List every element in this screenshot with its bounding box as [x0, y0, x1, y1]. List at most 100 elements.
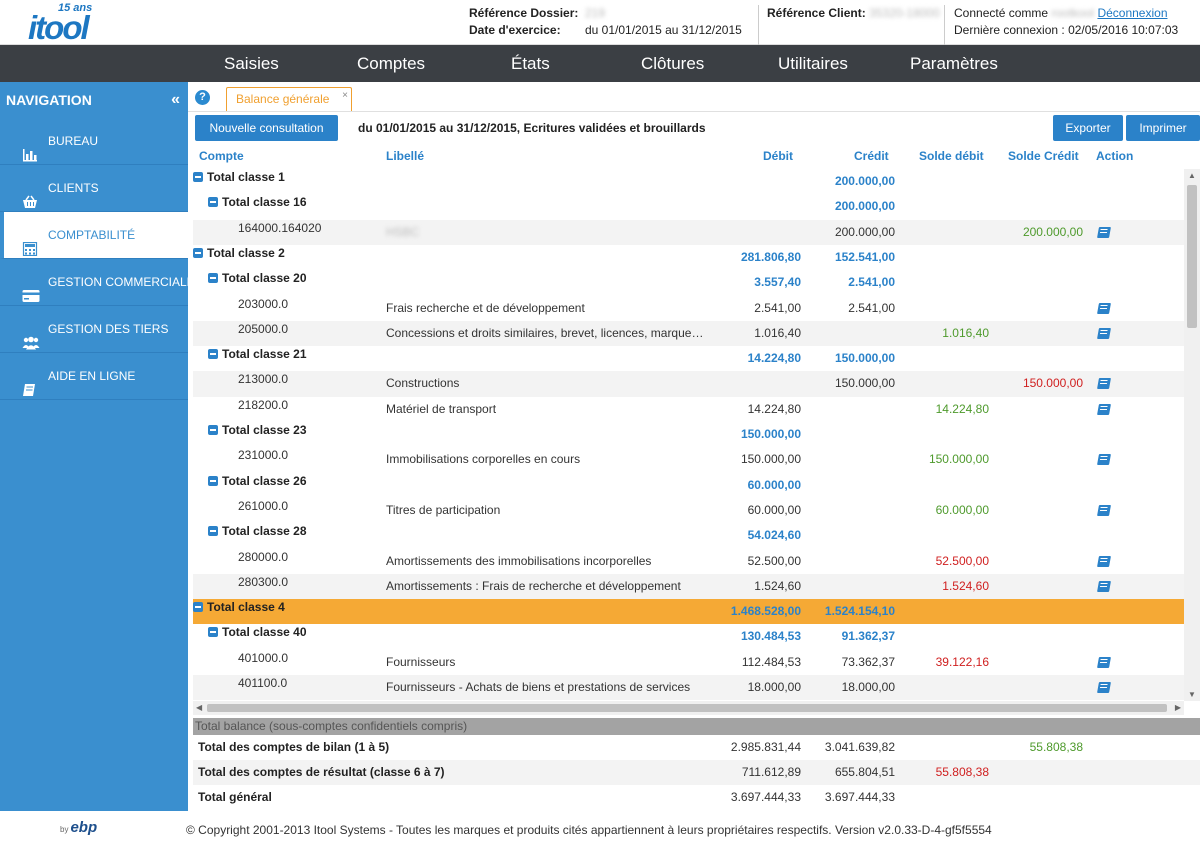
- collapse-minus-icon[interactable]: [193, 602, 203, 613]
- column-header-credit[interactable]: Crédit: [854, 149, 889, 163]
- table-row[interactable]: 280300.0 Amortissements : Frais de recher…: [193, 573, 1184, 600]
- table-row[interactable]: Total classe 28 54.024,60: [193, 523, 1184, 548]
- collapse-minus-icon[interactable]: [208, 349, 218, 360]
- table-row[interactable]: Total classe 26 60.000,00: [193, 473, 1184, 498]
- table-row[interactable]: Total classe 21 14.224,80 150.000,00: [193, 346, 1184, 371]
- collapse-minus-icon[interactable]: [208, 425, 218, 435]
- cell-compte: Total classe 2: [193, 241, 285, 266]
- sidebar-item-label: GESTION COMMERCIALE: [48, 275, 195, 289]
- column-header-debit[interactable]: Débit: [763, 149, 793, 163]
- scroll-up-icon[interactable]: ▲: [1188, 171, 1196, 180]
- cell-credit: 73.362,37: [841, 654, 895, 669]
- sidebar-item-gestion-des-tiers[interactable]: GESTION DES TIERS: [0, 306, 188, 353]
- table-row[interactable]: Total classe 16 200.000,00: [193, 194, 1184, 219]
- cell-credit: 200.000,00: [834, 224, 895, 239]
- scroll-right-icon[interactable]: ▶: [1174, 703, 1181, 712]
- compte-text: Total classe 1: [207, 170, 285, 184]
- vertical-scroll-thumb[interactable]: [1187, 185, 1197, 328]
- table-row[interactable]: 280000.0 Amortissements des immobilisatio…: [193, 549, 1184, 574]
- tab-balance-generale[interactable]: Balance générale ×: [226, 87, 352, 111]
- new-query-button[interactable]: Nouvelle consultation: [195, 115, 338, 141]
- column-header-compte[interactable]: Compte: [199, 149, 244, 163]
- nav-etats[interactable]: États: [511, 54, 550, 73]
- compte-text: Total classe 16: [222, 195, 307, 210]
- cell-sc: [971, 397, 1083, 422]
- help-icon[interactable]: ?: [195, 90, 210, 105]
- print-button[interactable]: Imprimer: [1126, 115, 1200, 141]
- book-action-icon[interactable]: [1097, 403, 1111, 415]
- total-debit: 711.612,89: [741, 765, 801, 779]
- close-icon[interactable]: ×: [342, 90, 348, 101]
- nav-comptes[interactable]: Comptes: [357, 54, 426, 73]
- cell-libelle: [386, 346, 716, 371]
- export-button[interactable]: Exporter: [1053, 115, 1123, 141]
- sidebar-item-comptabilite[interactable]: COMPTABILITÉ: [0, 212, 188, 259]
- scroll-down-icon[interactable]: ▼: [1188, 690, 1196, 699]
- book-action-icon[interactable]: [1097, 327, 1111, 339]
- sidebar-item-gestion-commerciale[interactable]: GESTION COMMERCIALE: [0, 259, 195, 306]
- collapse-minus-icon[interactable]: [208, 273, 218, 284]
- table-row[interactable]: Total classe 40 130.484,53 91.362,37: [193, 624, 1184, 649]
- horizontal-scroll-thumb[interactable]: [207, 704, 1167, 712]
- cell-credit: 2.541,00: [848, 300, 895, 315]
- cell-libelle: [386, 270, 716, 295]
- collapse-icon[interactable]: «: [171, 91, 180, 108]
- nav-saisies[interactable]: Saisies: [224, 54, 279, 73]
- nav-clotures[interactable]: Clôtures: [641, 54, 705, 73]
- cell-credit: 2.541,00: [848, 275, 895, 290]
- nav-parametres[interactable]: Paramètres: [910, 54, 998, 73]
- horizontal-scrollbar[interactable]: ◀ ▶: [193, 701, 1184, 715]
- collapse-minus-icon[interactable]: [208, 197, 218, 208]
- cell-sc: [971, 549, 1083, 574]
- book-action-icon[interactable]: [1097, 656, 1111, 668]
- table-row[interactable]: 401000.0 Fournisseurs 112.484,53 73.362,37 3…: [193, 650, 1184, 675]
- cell-debit: 1.524,60: [754, 578, 801, 593]
- cell-libelle: Amortissements : Frais de recherche et d…: [386, 578, 681, 593]
- book-action-icon[interactable]: [1097, 302, 1111, 314]
- table-row[interactable]: 401100.0 Fournisseurs - Achats de biens e…: [193, 675, 1184, 701]
- column-header-solde-debit[interactable]: Solde débit: [919, 149, 984, 163]
- logout-link[interactable]: Déconnexion: [1097, 6, 1168, 20]
- table-row[interactable]: 261000.0 Titres de participation 60.000,00…: [193, 498, 1184, 523]
- cell-compte: 218200.0: [238, 393, 288, 418]
- book-action-icon[interactable]: [1097, 378, 1111, 390]
- table-row[interactable]: 203000.0 Frais recherche et de développem…: [193, 296, 1184, 321]
- table-row[interactable]: Total classe 23 150.000,00: [193, 422, 1184, 447]
- table-row[interactable]: Total classe 2 281.806,80 152.541,00: [193, 245, 1184, 270]
- sidebar-item-aide-en-ligne[interactable]: AIDE EN LIGNE: [0, 353, 188, 400]
- table-row[interactable]: 218200.0 Matériel de transport 14.224,80 14…: [193, 397, 1184, 422]
- collapse-minus-icon[interactable]: [193, 247, 203, 258]
- collapse-minus-icon[interactable]: [208, 526, 218, 537]
- scroll-left-icon[interactable]: ◀: [196, 703, 203, 712]
- book-action-icon[interactable]: [1097, 580, 1111, 592]
- column-header-solde-credit[interactable]: Solde Crédit: [1008, 149, 1079, 163]
- itool-logo[interactable]: 15 ans itool: [28, 2, 108, 45]
- table-row[interactable]: 213000.0 Constructions 150.000,00 150.000,0…: [193, 371, 1184, 397]
- collapse-minus-icon[interactable]: [193, 172, 203, 182]
- table-row[interactable]: Total classe 20 3.557,40 2.541,00: [193, 270, 1184, 295]
- book-action-icon[interactable]: [1097, 226, 1111, 238]
- book-action-icon[interactable]: [1097, 504, 1111, 516]
- sidebar-item-clients[interactable]: CLIENTS: [0, 165, 188, 212]
- table-row[interactable]: Total classe 1 200.000,00: [193, 169, 1184, 194]
- collapse-minus-icon[interactable]: [208, 627, 218, 638]
- book-action-icon[interactable]: [1097, 555, 1111, 567]
- top-navigation: Saisies Comptes États Clôtures Utilitair…: [0, 45, 1200, 82]
- table-row[interactable]: 205000.0 Concessions et droits similaires…: [193, 320, 1184, 347]
- table-row[interactable]: 231000.0 Immobilisations corporelles en c…: [193, 447, 1184, 472]
- vertical-scrollbar[interactable]: ▲ ▼: [1184, 169, 1200, 701]
- nav-utilitaires[interactable]: Utilitaires: [778, 54, 848, 73]
- book-action-icon[interactable]: [1097, 454, 1111, 466]
- sidebar-item-bureau[interactable]: BUREAU: [0, 118, 188, 165]
- collapse-minus-icon[interactable]: [208, 475, 218, 486]
- column-header-libelle[interactable]: Libellé: [386, 149, 425, 163]
- basket-icon: [22, 182, 40, 208]
- credit-card-icon: [22, 276, 40, 302]
- table-row[interactable]: Total classe 4 1.468.528,00 1.524.154,10: [193, 599, 1184, 625]
- book-action-icon[interactable]: [1097, 682, 1111, 693]
- cell-sc: [971, 245, 1083, 270]
- sidebar-item-label: BUREAU: [48, 134, 99, 148]
- table-row[interactable]: 164000.164020 HSBC 200.000,00 200.000,00: [193, 219, 1184, 245]
- total-credit: 655.804,51: [834, 765, 895, 779]
- cell-sd: 39.122,16: [935, 654, 989, 669]
